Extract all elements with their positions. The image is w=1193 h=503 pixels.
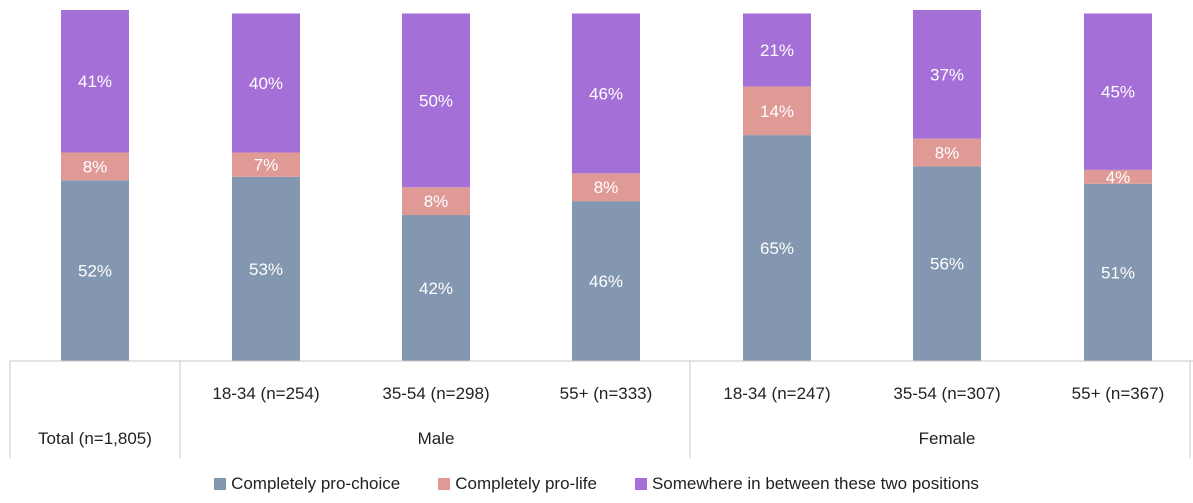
bar-completely-pro-life-0: [61, 152, 129, 181]
category-label-6: 55+ (n=367): [1072, 384, 1165, 403]
category-label-4: 18-34 (n=247): [723, 384, 830, 403]
legend-item-pro-life: Completely pro-life: [438, 469, 597, 499]
data-label-completely-pro-choice-6: 51%: [1101, 263, 1135, 282]
legend-item-pro-choice: Completely pro-choice: [214, 469, 400, 499]
bar-somewhere-in-between-these-two-positions-2: [402, 13, 470, 188]
bars-layer: 52% 8% 41% 53% 7% 40% 42% 8% 50% 46% 8% 46% 65% 14% 21…: [61, 10, 1152, 361]
legend-item-in-between: Somewhere in between these two positions: [634, 469, 979, 499]
bar-completely-pro-choice-5: [913, 166, 981, 361]
data-label-somewhere-in-between-these-two-positions-6: 45%: [1101, 83, 1135, 102]
bar-somewhere-in-between-these-two-positions-4: [743, 13, 811, 87]
data-label-completely-pro-life-1: 7%: [254, 156, 279, 175]
bar-completely-pro-choice-6: [1084, 183, 1152, 361]
data-label-somewhere-in-between-these-two-positions-1: 40%: [249, 74, 283, 93]
bar-completely-pro-life-5: [913, 138, 981, 167]
bar-completely-pro-life-1: [232, 152, 300, 177]
legend-swatch-pro-life: [438, 478, 451, 490]
bar-completely-pro-life-3: [572, 173, 640, 202]
bar-completely-pro-choice-1: [232, 176, 300, 361]
bar-somewhere-in-between-these-two-positions-3: [572, 13, 640, 174]
data-label-completely-pro-life-6: 4%: [1106, 168, 1131, 187]
category-label-2: 35-54 (n=298): [382, 384, 489, 403]
data-label-completely-pro-choice-0: 52%: [78, 262, 112, 281]
category-label-1: 18-34 (n=254): [212, 384, 319, 403]
bar-somewhere-in-between-these-two-positions-1: [232, 13, 300, 153]
bar-completely-pro-life-6: [1084, 169, 1152, 184]
bar-completely-pro-life-2: [402, 187, 470, 216]
data-label-completely-pro-choice-3: 46%: [589, 272, 623, 291]
bar-somewhere-in-between-these-two-positions-0: [61, 10, 129, 153]
data-label-completely-pro-choice-1: 53%: [249, 260, 283, 279]
legend-swatch-pro-choice: [214, 478, 227, 490]
data-label-somewhere-in-between-these-two-positions-5: 37%: [930, 65, 964, 84]
legend: Completely pro-choice Completely pro-lif…: [0, 469, 1193, 499]
bar-completely-pro-choice-2: [402, 215, 470, 361]
category-axis: Total (n=1,805) 18-34 (n=254) 35-54 (n=298…: [9, 360, 1193, 458]
data-label-somewhere-in-between-these-two-positions-2: 50%: [419, 91, 453, 110]
data-label-somewhere-in-between-these-two-positions-0: 41%: [78, 72, 112, 91]
bar-completely-pro-choice-4: [743, 135, 811, 361]
data-label-completely-pro-life-2: 8%: [424, 192, 449, 211]
category-label-0: Total (n=1,805): [38, 429, 152, 448]
legend-label-in-between: Somewhere in between these two positions: [651, 474, 979, 493]
data-label-completely-pro-life-3: 8%: [594, 178, 619, 197]
category-label-5: 35-54 (n=307): [893, 384, 1000, 403]
data-label-somewhere-in-between-these-two-positions-3: 46%: [589, 84, 623, 103]
data-label-completely-pro-choice-2: 42%: [419, 279, 453, 298]
group-label-male: Male: [418, 429, 455, 448]
legend-swatch-in-between: [634, 478, 647, 490]
data-label-completely-pro-choice-4: 65%: [760, 239, 794, 258]
group-label-female: Female: [919, 429, 976, 448]
legend-label-pro-choice: Completely pro-choice: [231, 474, 401, 493]
legend-label-pro-life: Completely pro-life: [455, 474, 597, 493]
category-label-3: 55+ (n=333): [560, 384, 653, 403]
bar-somewhere-in-between-these-two-positions-6: [1084, 13, 1152, 170]
bar-completely-pro-choice-0: [61, 180, 129, 361]
bar-completely-pro-choice-3: [572, 201, 640, 361]
bar-completely-pro-life-4: [743, 86, 811, 136]
bar-somewhere-in-between-these-two-positions-5: [913, 10, 981, 139]
stacked-bar-chart: 52% 8% 41% 53% 7% 40% 42% 8% 50% 46% 8% 46% 65% 14% 21…: [9, 10, 1193, 458]
data-label-completely-pro-life-4: 14%: [760, 102, 794, 121]
data-label-completely-pro-life-0: 8%: [83, 157, 108, 176]
data-label-completely-pro-choice-5: 56%: [930, 255, 964, 274]
data-label-completely-pro-life-5: 8%: [935, 143, 960, 162]
data-label-somewhere-in-between-these-two-positions-4: 21%: [760, 41, 794, 60]
